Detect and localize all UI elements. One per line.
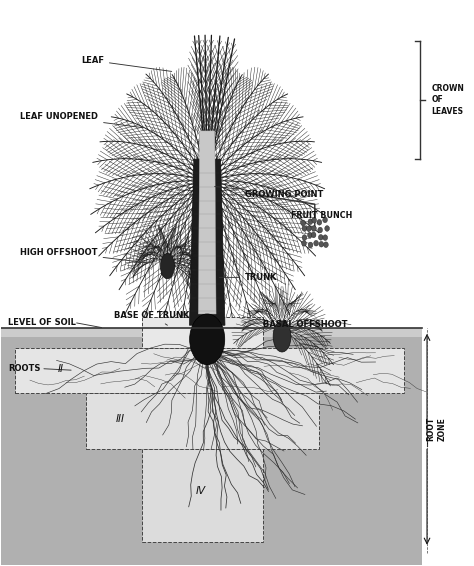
Polygon shape	[142, 449, 264, 542]
Polygon shape	[1, 328, 422, 337]
Ellipse shape	[160, 254, 174, 279]
Text: HIGH OFFSHOOT: HIGH OFFSHOOT	[20, 247, 148, 263]
Polygon shape	[86, 393, 319, 449]
Text: III: III	[116, 414, 125, 424]
Circle shape	[301, 220, 305, 226]
Circle shape	[319, 242, 324, 247]
Text: ROOT
ZONE: ROOT ZONE	[426, 417, 447, 441]
Text: LEVEL OF SOIL: LEVEL OF SOIL	[9, 318, 76, 327]
Text: LEAF UNOPENED: LEAF UNOPENED	[20, 112, 144, 128]
Circle shape	[308, 242, 313, 248]
Circle shape	[314, 241, 319, 246]
Polygon shape	[190, 159, 225, 325]
Circle shape	[317, 220, 322, 225]
Text: IV: IV	[195, 486, 206, 496]
Circle shape	[302, 226, 307, 231]
Circle shape	[308, 232, 312, 238]
Text: ROOTS: ROOTS	[9, 364, 41, 373]
Polygon shape	[198, 131, 216, 314]
Circle shape	[311, 232, 316, 238]
Text: FRUIT BUNCH: FRUIT BUNCH	[292, 211, 353, 224]
Circle shape	[302, 235, 307, 241]
Polygon shape	[142, 317, 264, 348]
Polygon shape	[16, 348, 404, 393]
Text: I: I	[195, 332, 199, 341]
Text: CROWN
OF
LEAVES: CROWN OF LEAVES	[432, 84, 465, 116]
Ellipse shape	[190, 314, 225, 365]
Text: TRUNK: TRUNK	[219, 273, 277, 282]
Circle shape	[319, 234, 323, 240]
Text: BASE OF TRUNK: BASE OF TRUNK	[114, 311, 189, 325]
Circle shape	[323, 235, 328, 241]
Circle shape	[301, 241, 306, 246]
Circle shape	[324, 242, 328, 247]
Ellipse shape	[273, 321, 291, 352]
Circle shape	[307, 226, 311, 231]
Circle shape	[312, 217, 317, 223]
Circle shape	[325, 226, 329, 231]
Text: BASAL OFFSHOOT: BASAL OFFSHOOT	[264, 320, 348, 329]
Polygon shape	[1, 328, 422, 565]
Text: LEAF: LEAF	[81, 56, 172, 71]
Text: GROWING POINT: GROWING POINT	[215, 186, 323, 199]
Circle shape	[311, 226, 316, 231]
Circle shape	[308, 219, 313, 225]
Circle shape	[318, 227, 322, 233]
Circle shape	[323, 217, 328, 222]
Text: II: II	[57, 364, 64, 374]
